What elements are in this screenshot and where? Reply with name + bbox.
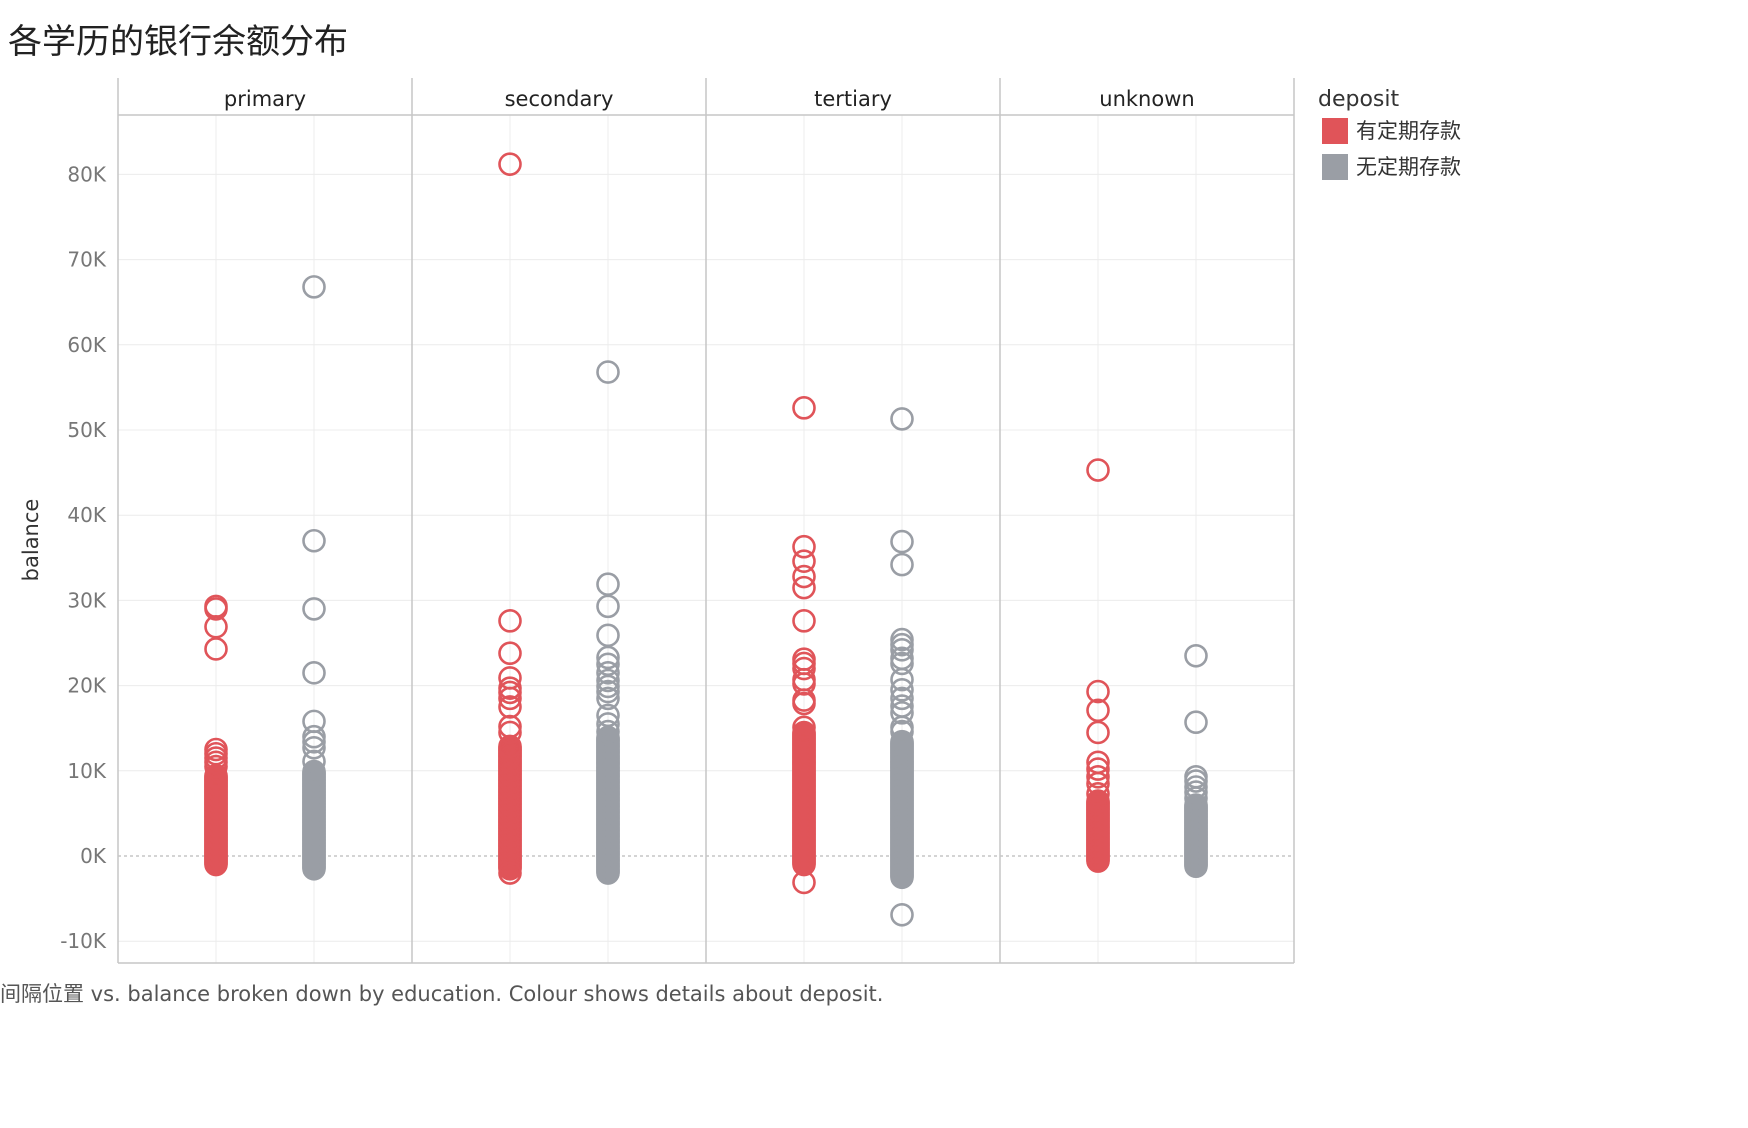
data-point [204, 594, 228, 619]
frame-layer [117, 78, 1295, 964]
data-point [890, 552, 914, 577]
y-axis: -10K 0K 10K 20K 30K 40K 50K 60K 70K 80K [60, 162, 107, 953]
data-point [302, 759, 326, 784]
data-point [792, 575, 816, 600]
data-point [498, 641, 522, 666]
data-point [792, 549, 816, 574]
data-point [890, 627, 914, 652]
data-point [596, 652, 620, 677]
y-tick-label: 60K [67, 333, 106, 357]
y-axis-label: balance [19, 499, 43, 582]
data-point [498, 695, 522, 719]
data-point [596, 623, 620, 648]
facet-label-unknown: unknown [1099, 87, 1194, 111]
data-point [302, 528, 326, 553]
legend-swatch-no [1322, 154, 1348, 180]
data-point [1086, 679, 1110, 704]
legend-swatch-yes [1322, 118, 1348, 144]
y-tick-label: 30K [67, 588, 106, 612]
data-point [792, 870, 816, 895]
data-point [1184, 775, 1208, 799]
data-point [498, 609, 522, 633]
facet-label-primary: primary [224, 87, 306, 111]
data-point [596, 661, 620, 685]
chart-title: 各学历的银行余额分布 [8, 22, 348, 62]
data-point [302, 597, 326, 621]
data-point [596, 686, 620, 711]
data-point [890, 729, 914, 754]
data-point [596, 668, 620, 693]
data-point [792, 647, 816, 671]
data-point [792, 609, 816, 633]
y-tick-label: 80K [67, 162, 106, 186]
y-tick-label: 0K [80, 844, 107, 868]
data-point [1184, 764, 1208, 789]
data-point [890, 678, 914, 702]
data-point [302, 749, 326, 774]
data-point [498, 152, 522, 176]
data-point [890, 646, 914, 671]
data-point [302, 709, 326, 734]
data-point [204, 737, 228, 762]
data-point [302, 724, 326, 749]
data-point [498, 676, 522, 700]
legend-title: deposit [1318, 87, 1399, 112]
data-point [890, 902, 914, 927]
data-point [596, 712, 620, 736]
data-point [596, 360, 620, 384]
data-point [1086, 458, 1110, 482]
y-tick-label: 40K [67, 503, 106, 527]
chart-caption: 间隔位置 vs. balance broken down by educatio… [0, 982, 884, 1006]
data-point [1086, 789, 1110, 813]
data-point [792, 564, 816, 589]
data-point [302, 275, 326, 299]
data-point [498, 720, 522, 745]
legend: deposit 有定期存款 无定期存款 [1318, 87, 1461, 180]
data-point [890, 529, 914, 554]
y-tick-label: 10K [67, 759, 106, 783]
data-point [1086, 764, 1110, 789]
data-point [1086, 750, 1110, 775]
data-point [1086, 757, 1110, 781]
data-point [498, 714, 522, 739]
legend-label-yes: 有定期存款 [1356, 119, 1461, 143]
points-layer [204, 152, 1208, 927]
data-point [1086, 698, 1110, 723]
data-point [302, 735, 326, 760]
facet-label-secondary: secondary [505, 87, 614, 111]
data-point [792, 534, 816, 559]
data-point [1184, 793, 1208, 817]
data-point [890, 701, 914, 725]
data-point [1184, 710, 1208, 735]
data-point [498, 861, 522, 885]
data-point [1184, 643, 1208, 668]
y-tick-label: -10K [60, 929, 107, 953]
y-tick-label: 50K [67, 418, 106, 442]
data-point [890, 407, 914, 431]
data-point [890, 694, 914, 718]
data-point [596, 703, 620, 728]
data-point [498, 666, 522, 690]
legend-label-no: 无定期存款 [1356, 155, 1461, 179]
facet-header-row: primary secondary tertiary unknown [224, 87, 1195, 111]
data-point [596, 719, 620, 744]
data-point [792, 396, 816, 420]
y-tick-label: 20K [67, 674, 106, 698]
data-point [302, 661, 326, 685]
y-tick-label: 70K [67, 248, 106, 272]
data-point [596, 572, 620, 597]
data-point [1086, 782, 1110, 806]
data-point [890, 686, 914, 711]
data-point [792, 715, 816, 740]
facet-label-tertiary: tertiary [814, 87, 892, 111]
